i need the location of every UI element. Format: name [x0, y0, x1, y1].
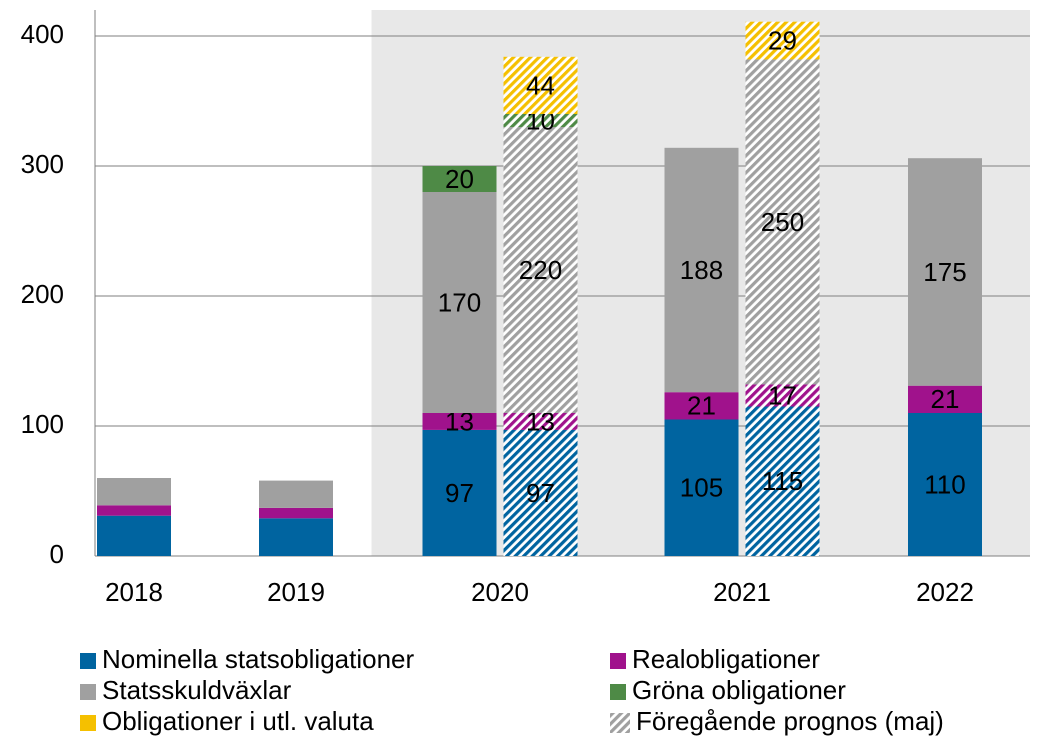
bar-segment	[422, 166, 497, 192]
data-label: 21	[687, 391, 716, 421]
data-label: 29	[768, 25, 797, 55]
bar-segment	[908, 413, 982, 556]
legend-label: Nominella statsobligationer	[102, 644, 415, 674]
bar-segment	[422, 429, 497, 556]
y-tick-label: 300	[21, 149, 64, 179]
previous-bar-segment	[745, 59, 820, 385]
data-label: 220	[519, 255, 562, 285]
previous-bar-segment	[745, 21, 820, 60]
legend-swatch	[610, 653, 626, 669]
y-tick-label: 0	[50, 539, 64, 569]
y-tick-label: 200	[21, 279, 64, 309]
data-label: 97	[526, 478, 555, 508]
data-label: 115	[762, 466, 803, 496]
data-label: 250	[761, 207, 804, 237]
previous-bar-segment	[745, 384, 820, 407]
bar-segment	[259, 480, 333, 508]
previous-bar-segment	[503, 413, 578, 430]
data-label: 110	[924, 469, 965, 499]
y-tick-label: 100	[21, 409, 64, 439]
legend-label: Obligationer i utl. valuta	[102, 706, 374, 736]
legend-swatch	[610, 684, 626, 700]
x-tick-label: 2019	[267, 577, 325, 607]
bar-segment	[664, 392, 739, 420]
legend-swatch	[80, 653, 96, 669]
previous-bar-segment	[745, 406, 820, 556]
legend-label: Realobligationer	[632, 644, 820, 674]
bar-segment	[664, 419, 739, 556]
data-label: 17	[768, 380, 797, 410]
bar-segment	[97, 478, 171, 506]
previous-bar-segment	[503, 429, 578, 556]
data-label: 188	[680, 255, 723, 285]
previous-bar-segment	[503, 56, 578, 114]
bar-segment	[908, 158, 982, 386]
y-tick-label: 400	[21, 19, 64, 49]
x-tick-label: 2022	[916, 577, 974, 607]
bar-segment	[908, 385, 982, 413]
bar-segment	[664, 147, 739, 393]
bar-segment	[259, 507, 333, 519]
bar-segment	[422, 192, 497, 413]
legend-label: Gröna obligationer	[632, 675, 846, 705]
bar-segment	[259, 518, 333, 556]
data-label: 97	[445, 478, 474, 508]
legend-label: Statsskuldväxlar	[102, 675, 292, 705]
data-label: 44	[526, 70, 555, 100]
legend-swatch	[80, 715, 96, 731]
legend-swatch	[80, 684, 96, 700]
legend-swatch	[610, 713, 630, 733]
data-label: 170	[438, 287, 481, 317]
x-tick-label: 2018	[105, 577, 163, 607]
previous-bar-segment	[503, 127, 578, 413]
legend-label: Föregående prognos (maj)	[636, 706, 944, 736]
data-label: 20	[445, 164, 474, 194]
bar-segment	[422, 413, 497, 430]
previous-bar-segment	[503, 114, 578, 127]
bar-segment	[97, 505, 171, 516]
x-tick-label: 2021	[713, 577, 771, 607]
data-label: 175	[923, 257, 966, 287]
data-label: 105	[680, 473, 723, 503]
x-tick-label: 2020	[471, 577, 529, 607]
data-label: 21	[931, 384, 960, 414]
bar-segment	[97, 515, 171, 556]
